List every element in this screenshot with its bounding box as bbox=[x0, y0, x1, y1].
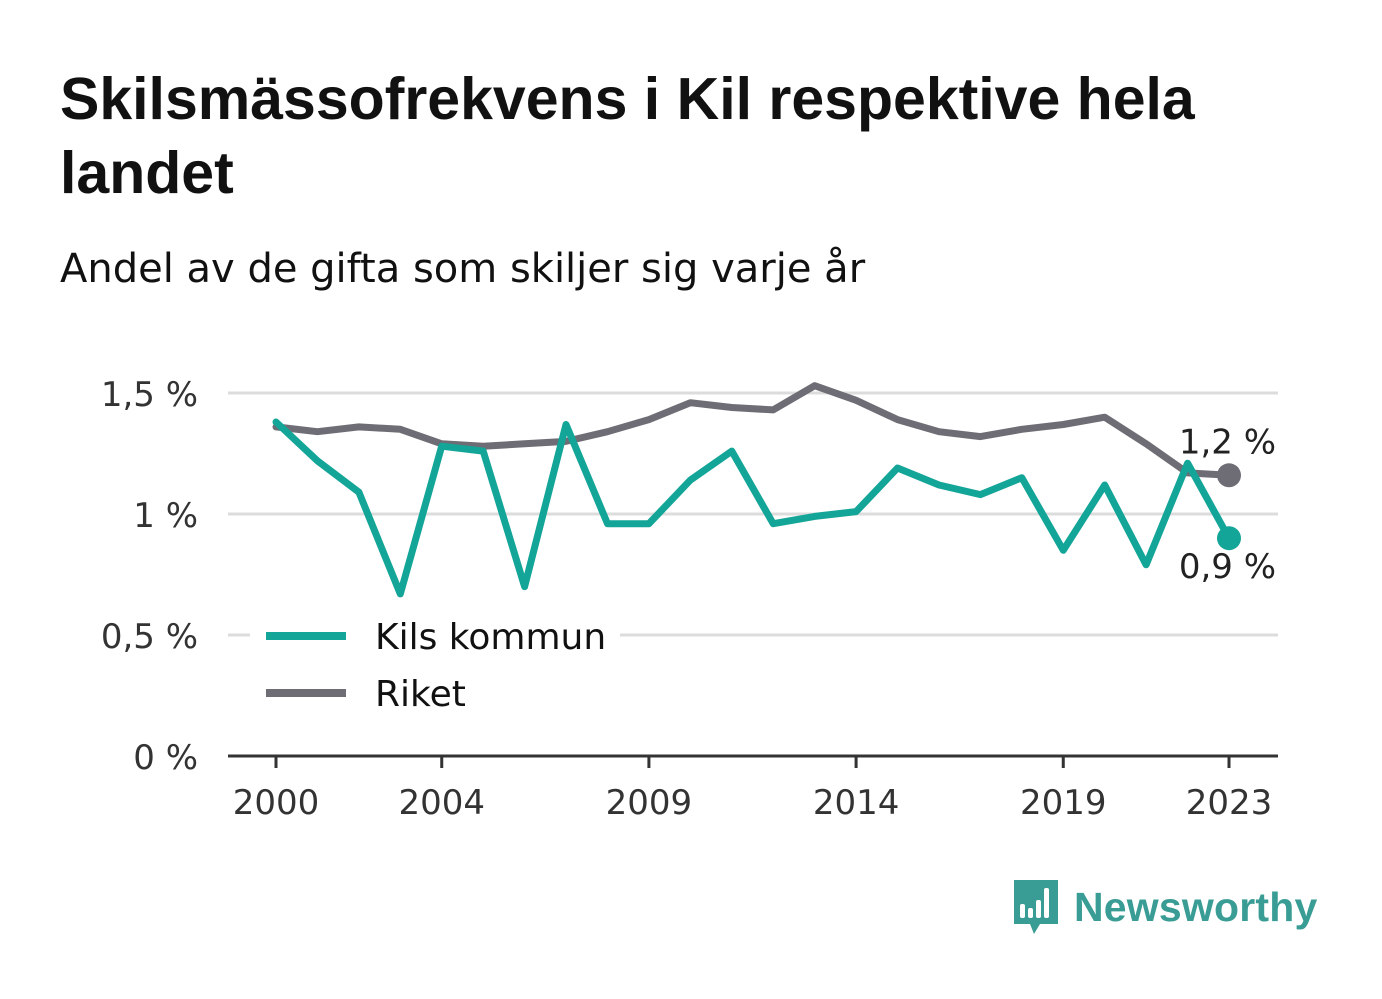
end-label-riket: 1,2 % bbox=[1179, 422, 1276, 462]
series-line-kil bbox=[272, 418, 1233, 598]
x-tick-label: 2009 bbox=[606, 783, 693, 823]
x-tick-label: 2000 bbox=[233, 783, 320, 823]
legend-background bbox=[250, 612, 620, 724]
end-point-riket bbox=[1217, 463, 1241, 488]
x-tick-label: 2023 bbox=[1186, 783, 1273, 823]
x-tick-label: 2014 bbox=[813, 783, 900, 823]
y-tick-label: 0,5 % bbox=[101, 617, 198, 657]
bar-chart-speech-bubble-icon bbox=[1014, 880, 1058, 934]
series-line-riket bbox=[272, 382, 1233, 479]
x-tick-label: 2004 bbox=[398, 783, 485, 823]
x-tick-label: 2019 bbox=[1020, 783, 1107, 823]
y-tick-label: 0 % bbox=[133, 738, 198, 778]
brand-name: Newsworthy bbox=[1074, 883, 1318, 930]
brand-logo: Newsworthy bbox=[1010, 876, 1318, 938]
end-point-kil bbox=[1217, 526, 1241, 551]
legend-label-riket: Riket bbox=[375, 674, 466, 715]
y-tick-label: 1,5 % bbox=[101, 375, 198, 415]
chart-title: Skilsmässofrekvens i Kil respektive hela… bbox=[60, 66, 1195, 206]
y-tick-label: 1 % bbox=[133, 496, 198, 536]
chart-subtitle: Andel av de gifta som skiljer sig varje … bbox=[60, 246, 866, 292]
legend-label-kil: Kils kommun bbox=[375, 617, 606, 658]
end-label-kil: 0,9 % bbox=[1179, 547, 1276, 587]
